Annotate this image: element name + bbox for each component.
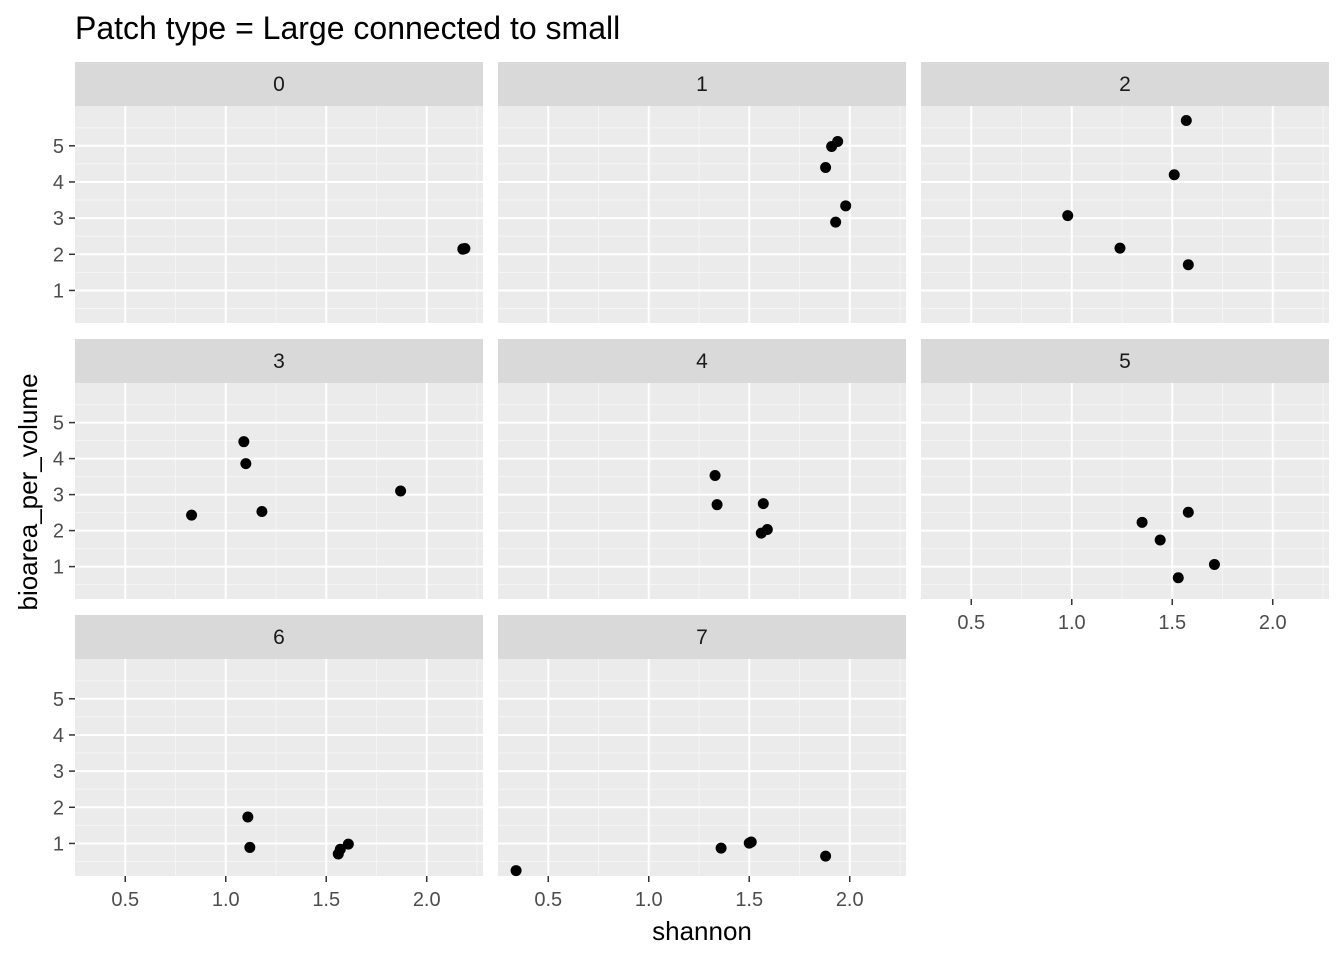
data-point [711,499,723,511]
facet-strip-label: 2 [1119,73,1131,96]
y-tick-label: 2 [53,797,64,819]
data-point [457,243,469,255]
facet-panel-2: 2 [921,62,1329,323]
x-tick-label: 0.5 [534,889,562,911]
data-point [1208,558,1220,570]
data-point [840,200,852,212]
facet-strip-label: 4 [696,350,708,373]
facet-strip [75,339,483,383]
x-tick-label: 2.0 [1259,612,1287,634]
facet-strip [921,339,1329,383]
x-tick-label: 1.5 [312,889,340,911]
y-tick-label: 4 [53,172,64,194]
y-tick-label: 3 [53,485,64,507]
y-tick-label: 4 [53,449,64,471]
data-point [745,836,757,848]
data-point [186,509,198,521]
data-point [256,506,268,518]
panel-background [921,106,1329,323]
x-axis-title: shannon [652,916,752,946]
data-point [332,848,344,860]
facet-panel-7: 7 0.5 1.0 1.5 2.0 [498,615,906,911]
facet-strip [921,62,1329,106]
panel-background [921,383,1329,599]
chart-title: Patch type = Large connected to small [75,10,620,46]
data-point [709,470,721,482]
y-tick-label: 3 [53,761,64,783]
x-tick-label: 1.0 [635,889,663,911]
data-point [510,865,522,877]
data-point [238,436,250,448]
y-tick-label: 1 [53,557,64,579]
data-point [1114,242,1126,254]
y-tick-label: 1 [53,280,64,302]
x-tick-label: 1.5 [1158,612,1186,634]
facet-strip [498,339,906,383]
data-point [342,838,354,850]
data-point [755,527,767,539]
facet-strip-label: 0 [273,73,285,96]
data-point [1180,114,1192,126]
y-tick-label: 4 [53,725,64,747]
data-point [757,498,769,510]
data-point [1182,506,1194,518]
facet-strip-label: 5 [1119,350,1131,373]
data-point [242,811,254,823]
x-tick-label: 1.0 [1058,612,1086,634]
facet-strip [75,62,483,106]
facet-strip [498,62,906,106]
x-tick-label: 2.0 [836,889,864,911]
data-point [1172,572,1184,584]
data-point [715,842,727,854]
y-tick-label: 5 [53,413,64,435]
y-tick-label: 5 [53,136,64,158]
data-point [244,841,256,853]
x-tick-label: 0.5 [957,612,985,634]
panel-background [75,106,483,323]
data-point [1062,210,1074,222]
panel-background [498,383,906,599]
facet-panel-4: 4 [498,339,906,599]
facet-panel-5: 5 0.5 1.0 1.5 2.0 [921,339,1329,634]
data-point [820,161,832,173]
y-tick-label: 2 [53,521,64,543]
panel-background [75,659,483,876]
data-point [240,458,252,470]
x-tick-label: 2.0 [413,889,441,911]
facet-strip [75,615,483,659]
panel-background [498,659,906,876]
facet-panels: 0 1 2 3 4 5 1 2 3 1 2 3 4 5 4 5 0.5 1.0 1.5 2.0 6 1 2 3 4 5 0.5 1.0… [53,62,1329,911]
data-point [1182,259,1194,271]
y-tick-label: 1 [53,833,64,855]
data-point [826,141,838,153]
x-tick-label: 0.5 [111,889,139,911]
y-tick-label: 2 [53,244,64,266]
facet-panel-1: 1 [498,62,906,323]
data-point [1168,169,1180,181]
data-point [820,850,832,862]
y-tick-label: 3 [53,208,64,230]
facet-strip-label: 3 [273,350,285,373]
facet-strip-label: 6 [273,626,285,649]
facet-strip-label: 7 [696,626,708,649]
data-point [1136,516,1148,528]
x-tick-label: 1.5 [735,889,763,911]
data-point [1154,534,1166,546]
facet-strip [498,615,906,659]
data-point [830,216,842,228]
panel-background [75,383,483,599]
x-tick-label: 1.0 [212,889,240,911]
data-point [395,485,407,497]
facet-panel-6: 6 1 2 3 4 5 0.5 1.0 1.5 2.0 [53,615,483,911]
facet-panel-3: 3 1 2 3 4 5 [53,339,483,599]
y-axis-title: bioarea_per_volume [13,373,43,610]
facet-panel-0: 0 1 2 3 4 5 [53,62,483,323]
facet-strip-label: 1 [696,73,708,96]
y-tick-label: 5 [53,689,64,711]
